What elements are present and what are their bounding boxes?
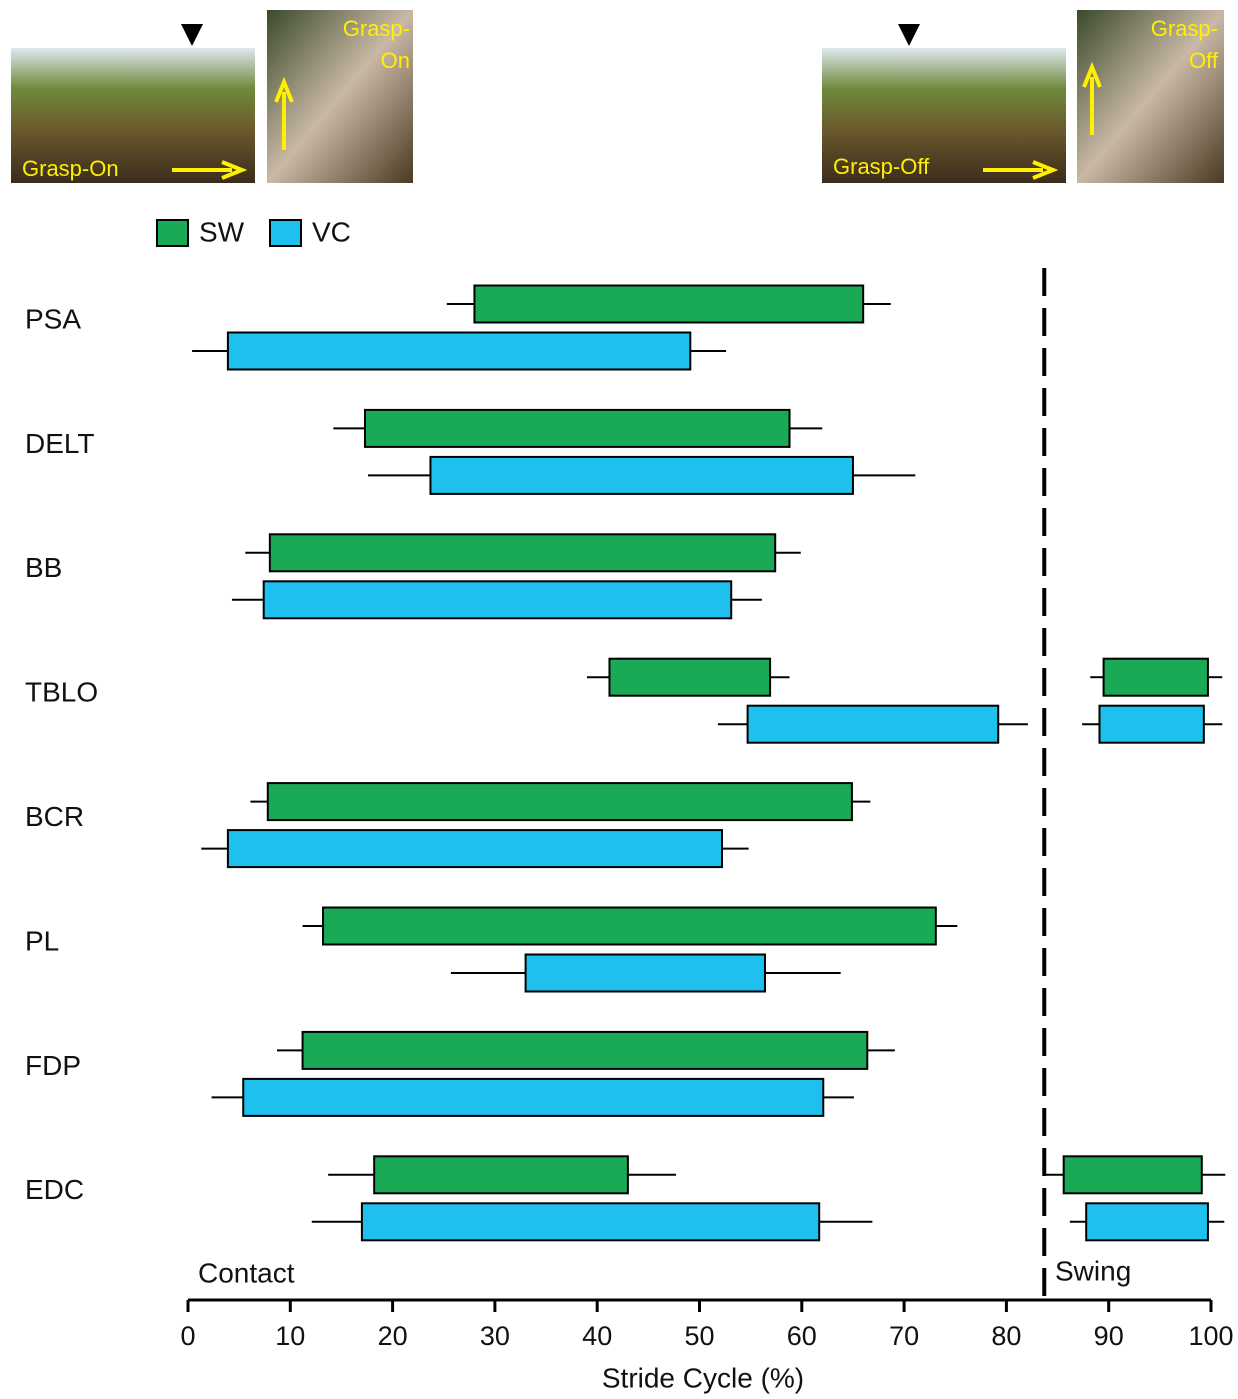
category-label: PSA <box>25 303 81 334</box>
arrowhead <box>898 24 920 46</box>
photo-caption: Grasp- <box>343 16 410 41</box>
x-tick-label: 40 <box>582 1321 612 1351</box>
photo-caption: On <box>381 48 410 73</box>
phase-label: Contact <box>198 1257 295 1288</box>
x-tick-label: 90 <box>1094 1321 1124 1351</box>
bar <box>228 333 690 370</box>
bar <box>243 1079 823 1116</box>
x-tick-label: 50 <box>684 1321 714 1351</box>
x-tick-label: 60 <box>787 1321 817 1351</box>
bar <box>526 955 765 992</box>
bar <box>323 908 936 945</box>
phase-label: Swing <box>1055 1255 1131 1286</box>
bar <box>362 1203 819 1240</box>
bar <box>474 286 863 323</box>
x-tick-label: 70 <box>889 1321 919 1351</box>
category-label: BCR <box>25 801 84 832</box>
bar <box>430 457 852 494</box>
category-label: PL <box>25 925 59 956</box>
category-label: DELT <box>25 428 95 459</box>
photo-caption: Off <box>1189 48 1219 73</box>
x-tick-label: 0 <box>180 1321 195 1351</box>
bar <box>264 581 732 618</box>
x-tick-label: 100 <box>1188 1321 1233 1351</box>
bar <box>1064 1156 1202 1193</box>
bar <box>1086 1203 1208 1240</box>
bar <box>609 659 770 696</box>
category-label: TBLO <box>25 677 98 708</box>
arrowhead <box>181 24 203 46</box>
bar <box>748 706 999 743</box>
legend-swatch <box>270 220 301 246</box>
chart: Grasp-On Grasp- On Grasp-Off Grasp- Off … <box>0 0 1238 1399</box>
x-tick-label: 10 <box>275 1321 305 1351</box>
bar <box>268 783 852 820</box>
x-tick-label: 20 <box>378 1321 408 1351</box>
legend-label: SW <box>199 216 245 247</box>
bar <box>374 1156 628 1193</box>
photo-caption: Grasp- <box>1151 16 1218 41</box>
bar <box>270 534 775 571</box>
x-tick-label: 80 <box>991 1321 1021 1351</box>
x-axis-label: Stride Cycle (%) <box>602 1362 804 1393</box>
x-tick-label: 30 <box>480 1321 510 1351</box>
category-label: EDC <box>25 1174 84 1205</box>
bar <box>1099 706 1203 743</box>
bar <box>303 1032 868 1069</box>
bar <box>365 410 790 447</box>
category-label: BB <box>25 552 62 583</box>
legend-label: VC <box>312 216 351 247</box>
legend-swatch <box>157 220 188 246</box>
bar <box>228 830 722 867</box>
bar <box>1104 659 1208 696</box>
category-label: FDP <box>25 1050 81 1081</box>
photo-caption: Grasp-On <box>22 156 119 181</box>
photo-caption: Grasp-Off <box>833 154 930 179</box>
